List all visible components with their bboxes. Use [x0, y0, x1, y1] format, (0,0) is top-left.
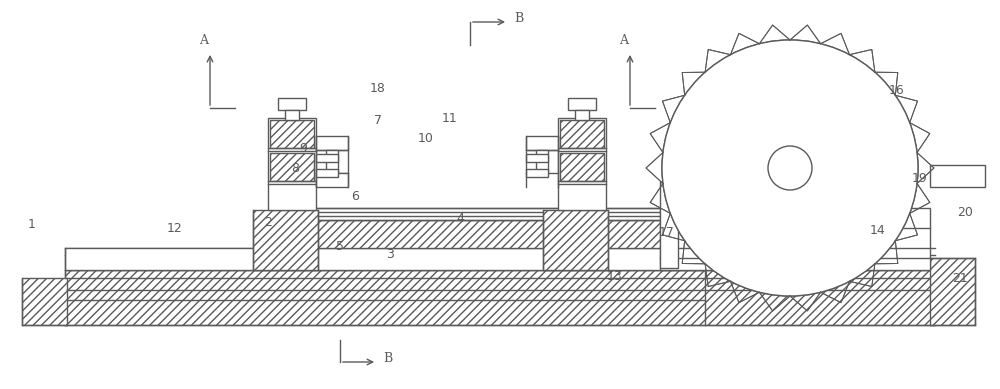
Text: 10: 10	[418, 131, 434, 144]
Text: 11: 11	[442, 112, 458, 124]
Bar	[316, 136, 348, 150]
Text: 2: 2	[264, 216, 272, 228]
Text: 6: 6	[351, 189, 359, 203]
Text: 19: 19	[912, 172, 928, 184]
Text: 14: 14	[870, 224, 886, 237]
Text: 9: 9	[299, 142, 307, 154]
Bar	[526, 136, 558, 150]
Text: 1: 1	[28, 217, 36, 231]
Bar	[65, 270, 935, 325]
Text: A: A	[620, 34, 629, 47]
Text: 16: 16	[889, 84, 905, 96]
Bar	[316, 154, 338, 162]
Text: 13: 13	[607, 270, 623, 282]
Bar	[285, 110, 299, 120]
Bar	[660, 208, 930, 270]
Text: 20: 20	[957, 205, 973, 219]
Text: 18: 18	[370, 82, 386, 95]
Circle shape	[662, 40, 918, 296]
Bar	[316, 169, 338, 177]
Bar	[560, 120, 604, 148]
Bar	[526, 154, 548, 162]
Bar	[270, 120, 314, 148]
Circle shape	[662, 40, 918, 296]
Bar	[270, 208, 705, 220]
Bar	[65, 248, 705, 270]
Bar	[526, 169, 548, 177]
Bar	[558, 118, 606, 210]
Bar	[930, 258, 975, 325]
Bar	[316, 173, 348, 187]
Bar	[560, 153, 604, 181]
Bar	[930, 165, 985, 187]
Text: 12: 12	[167, 221, 183, 235]
Text: 4: 4	[456, 212, 464, 224]
Bar	[660, 182, 678, 268]
Bar	[270, 153, 314, 181]
Bar	[268, 118, 316, 210]
Bar	[536, 150, 548, 173]
Bar	[278, 98, 306, 110]
Text: 7: 7	[374, 114, 382, 126]
Bar	[270, 220, 705, 248]
Text: 3: 3	[386, 249, 394, 261]
Bar	[575, 110, 589, 120]
Text: A: A	[200, 34, 208, 47]
Text: 5: 5	[336, 240, 344, 252]
Text: 21: 21	[952, 272, 968, 284]
Text: B: B	[514, 12, 523, 25]
Bar	[543, 210, 608, 270]
Text: 8: 8	[291, 161, 299, 175]
Bar	[22, 278, 67, 325]
Bar	[326, 150, 338, 173]
Text: 17: 17	[659, 226, 675, 238]
Text: B: B	[383, 352, 392, 365]
Bar	[253, 210, 318, 270]
Bar	[568, 98, 596, 110]
